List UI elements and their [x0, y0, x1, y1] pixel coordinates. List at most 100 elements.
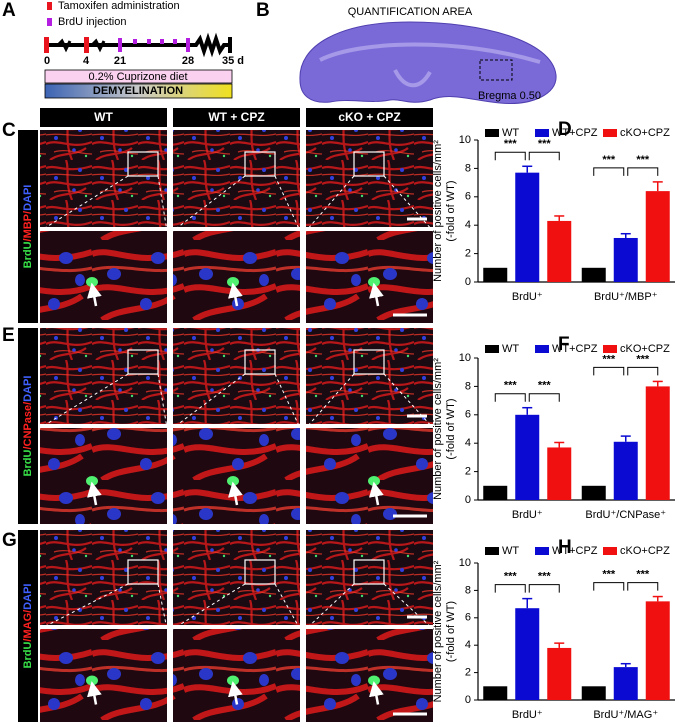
zoom-line — [172, 583, 246, 630]
y-axis-label: Number of positive cells/mm² — [432, 140, 444, 282]
y-tick-label: 0 — [465, 494, 471, 506]
error-bar — [554, 642, 565, 648]
zoom-box — [127, 151, 159, 177]
legend-swatch — [485, 129, 499, 137]
y-axis-label: Number of positive cells/mm² — [432, 358, 444, 500]
micrograph — [40, 130, 167, 227]
brain-title: QUANTIFICATION AREA — [348, 6, 473, 18]
y-tick-label: 0 — [465, 694, 471, 706]
error-bar — [522, 165, 533, 173]
significance-bracket — [627, 167, 659, 176]
x-tick-label: BrdU⁺/MBP⁺ — [594, 291, 658, 303]
y-tick-label: 6 — [465, 409, 471, 421]
legend-swatch — [603, 547, 617, 555]
bar — [645, 191, 670, 282]
micrograph — [173, 530, 300, 625]
legend-label: cKO+CPZ — [620, 545, 670, 557]
arrow — [87, 681, 102, 705]
panel-letter: E — [2, 325, 15, 346]
significance-bracket — [593, 167, 625, 176]
bar — [547, 647, 572, 700]
phase-label: DEMYELINATION — [93, 85, 183, 97]
stain-bar — [18, 130, 38, 323]
y-tick-label: 0 — [465, 276, 471, 288]
y-tick-label: 8 — [465, 584, 471, 596]
stain-part: /MBP/ — [22, 211, 34, 242]
significance-label: *** — [636, 154, 650, 166]
legend-label: WT — [502, 545, 519, 557]
stain-part: BrdU — [22, 642, 34, 669]
zoom-line — [383, 583, 434, 630]
legend-label: WT+CPZ — [552, 343, 598, 355]
micrograph — [306, 530, 433, 625]
stain-bar — [18, 328, 38, 524]
column-header-bg — [306, 108, 433, 127]
arrow — [369, 481, 384, 506]
diet-label: 0.2% Cuprizone diet — [88, 71, 187, 83]
significance-bracket — [494, 584, 526, 593]
zoom-line — [157, 583, 168, 630]
phase-box — [44, 83, 233, 99]
legend-swatch — [603, 345, 617, 353]
micrograph — [306, 328, 433, 424]
brdu-cell — [86, 675, 98, 686]
brdu-cell — [86, 277, 98, 287]
error-bar — [554, 215, 565, 221]
x-tick-label: BrdU⁺ — [512, 509, 543, 521]
legend-label: cKO+CPZ — [620, 343, 670, 355]
zoom-line — [39, 583, 129, 630]
y-tick-label: 4 — [465, 639, 471, 651]
panel-letter: A — [2, 0, 16, 21]
bar — [613, 441, 638, 500]
significance-label: *** — [602, 353, 616, 365]
panel-letter: D — [558, 119, 572, 140]
significance-label: *** — [636, 568, 650, 580]
y-tick-label: 8 — [465, 162, 471, 174]
zoom-line — [39, 175, 129, 232]
y-axis-label: Number of positive cells/mm² — [432, 560, 444, 702]
bar — [613, 237, 638, 282]
column-header: WT + CPZ — [208, 110, 264, 124]
significance-label: *** — [504, 571, 518, 583]
significance-bracket — [627, 582, 659, 591]
panel-letter: F — [558, 334, 570, 355]
legend-swatch — [485, 547, 499, 555]
legend-label: WT+CPZ — [552, 545, 598, 557]
brdu-cell — [227, 675, 239, 686]
zoom-line — [274, 373, 301, 429]
panel-letter: C — [2, 120, 16, 141]
legend-label: WT — [502, 127, 519, 139]
micrographs: WT WT + CPZ cKO + CPZBrdU/MBP/DAPIBrdU/CNP… — [18, 108, 434, 722]
legend-text: BrdU injection — [58, 16, 126, 28]
arrow — [228, 282, 243, 307]
column-header-bg — [40, 108, 167, 127]
significance-label: *** — [538, 571, 552, 583]
error-bar — [620, 435, 631, 442]
micrograph-zoom — [306, 629, 433, 722]
micrograph-zoom — [40, 629, 167, 722]
micrograph — [40, 328, 167, 424]
legend-label: WT+CPZ — [552, 127, 598, 139]
brain-texture — [319, 42, 541, 88]
bar — [515, 172, 540, 282]
significance-label: *** — [504, 138, 518, 150]
brain-section — [299, 21, 557, 104]
legend-text: Tamoxifen administration — [58, 0, 180, 12]
stain-part: DAPI — [22, 584, 34, 610]
brdu-cell — [86, 476, 98, 486]
error-bar — [620, 232, 631, 238]
bar — [483, 267, 508, 282]
column-header: WT — [94, 110, 113, 124]
y-tick-label: 6 — [465, 612, 471, 624]
micrograph-zoom — [40, 231, 167, 323]
stain-label: BrdU/MAG/DAPI — [22, 584, 34, 669]
y-tick-label: 2 — [465, 667, 471, 679]
bar — [547, 447, 572, 500]
y-axis-label: (-fold of WT) — [445, 398, 457, 459]
arrow — [228, 681, 243, 705]
error-bar — [652, 595, 663, 602]
bar — [613, 667, 638, 700]
y-tick-label: 8 — [465, 380, 471, 392]
micrograph — [173, 328, 300, 424]
y-tick-label: 6 — [465, 191, 471, 203]
